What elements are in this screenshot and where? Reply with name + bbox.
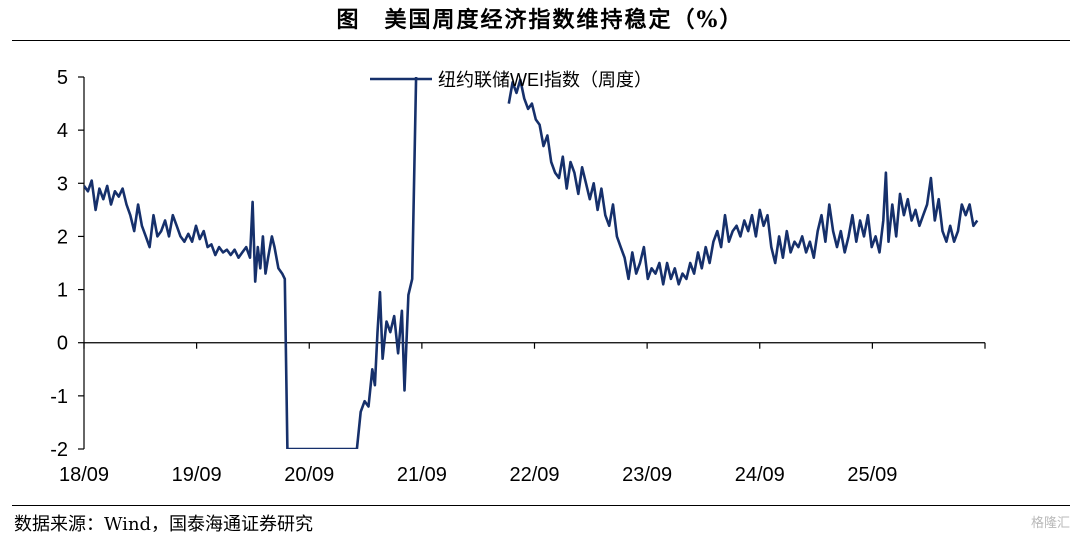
x-tick-label: 19/09 — [172, 464, 222, 486]
x-tick-label: 22/09 — [509, 464, 559, 486]
y-tick-label: 0 — [57, 333, 68, 355]
x-tick-label: 21/09 — [397, 464, 447, 486]
source-divider — [12, 505, 1070, 506]
y-tick-label: 1 — [57, 280, 68, 302]
y-tick-label: -1 — [50, 386, 68, 408]
figure-title: 图 美国周度经济指数维持稳定（%） — [336, 7, 744, 33]
x-tick-label: 23/09 — [622, 464, 672, 486]
x-tick-label: 25/09 — [847, 464, 897, 486]
legend: 纽约联储WEI指数（周度） — [370, 70, 652, 90]
watermark-logo: 格隆汇 — [1030, 516, 1070, 531]
x-tick-label: 20/09 — [284, 464, 334, 486]
y-tick-label: -2 — [50, 439, 68, 461]
y-tick-label: 2 — [57, 226, 68, 248]
series-line-segment-1 — [507, 78, 979, 286]
y-tick-label: 5 — [57, 67, 68, 89]
x-tick-label: 18/09 — [59, 464, 109, 486]
y-tick-label: 3 — [57, 173, 68, 195]
axes: 5 4 3 2 1 0 -1 -2 18/09 19/09 20/09 21/09 22/09 23/09… — [50, 67, 986, 486]
y-tick-label: 4 — [57, 120, 68, 142]
title-divider — [12, 40, 1070, 41]
legend-label: 纽约联储WEI指数（周度） — [438, 70, 652, 90]
series-line-segment-0 — [84, 77, 418, 449]
wei-line-chart: 5 4 3 2 1 0 -1 -2 18/09 19/09 20/09 21/09 22/09 23/09… — [50, 67, 986, 486]
source-note: 数据来源：Wind，国泰海通证券研究 — [14, 514, 314, 535]
series-lines — [84, 77, 979, 449]
x-tick-label: 24/09 — [735, 464, 785, 486]
